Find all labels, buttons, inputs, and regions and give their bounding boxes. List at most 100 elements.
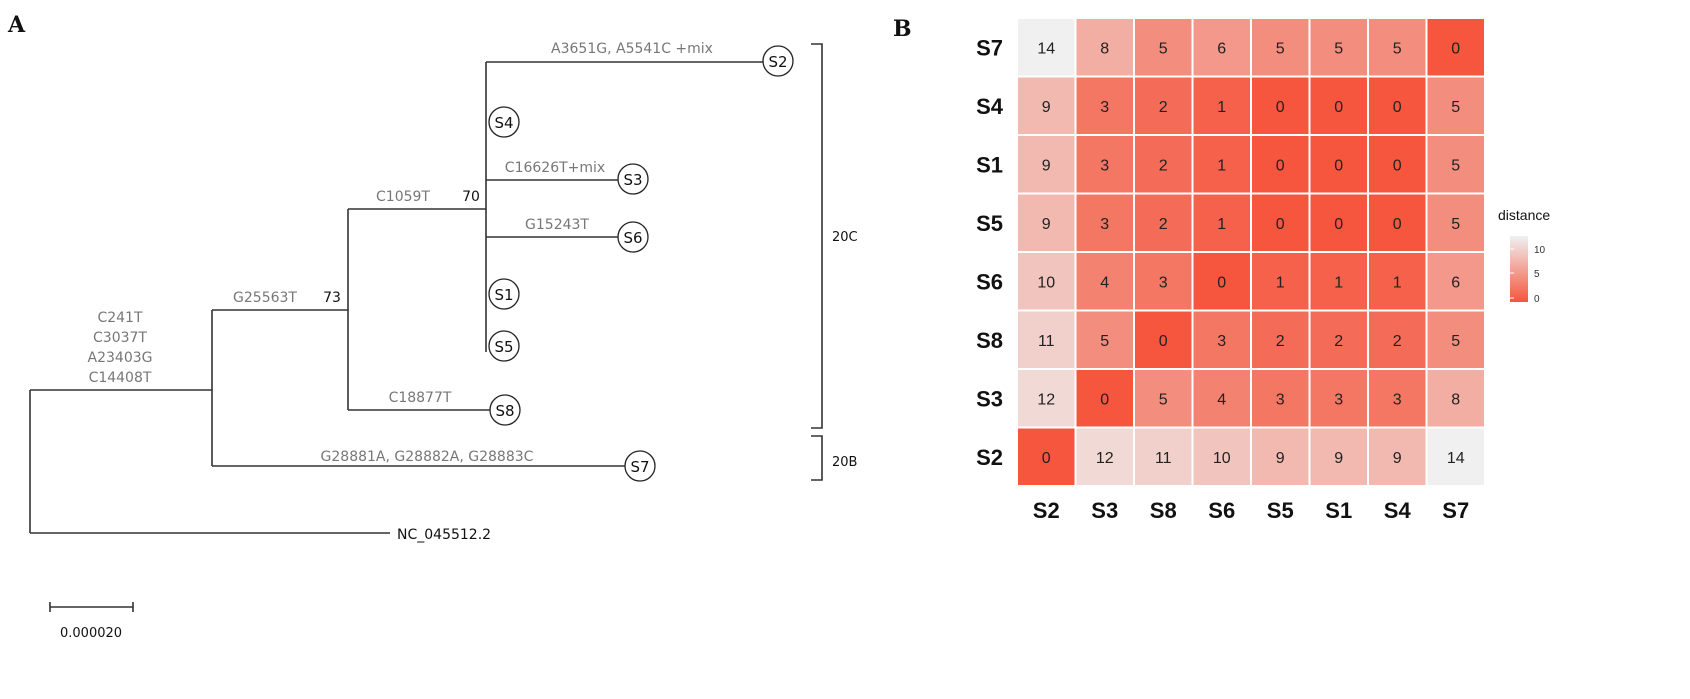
leaf-s7-circle: [624, 450, 656, 482]
tree-branches: [29, 61, 764, 534]
heatmap-col-label-s2: S2: [1033, 498, 1060, 523]
mutation-s6: G15243T: [525, 217, 589, 233]
clade-label-20c: 20C: [832, 230, 858, 245]
branch-outgroup: [29, 390, 390, 534]
mutation-root-3: A23403G: [88, 350, 153, 366]
heatmap-value-s6-s4: 1: [1393, 274, 1402, 291]
heatmap-col-label-s6: S6: [1208, 498, 1235, 523]
clade-bracket-20b: [811, 435, 823, 481]
heatmap-value-s8-s4: 2: [1393, 333, 1402, 350]
leaf-s5-label: S5: [494, 338, 513, 356]
heatmap-value-s1-s1: 0: [1334, 157, 1343, 174]
heatmap-cell-s8-s7: [1425, 309, 1486, 370]
heatmap-col-labels: S2 S3 S8 S6 S5 S1 S4 S7: [1033, 498, 1469, 523]
heatmap-value-s3-s3: 0: [1100, 391, 1109, 408]
clade-bracket-20c: [811, 43, 823, 429]
heatmap-value-s2-s6: 10: [1213, 450, 1231, 467]
leaf-s2-circle: [762, 45, 794, 77]
heatmap-value-s7-s8: 5: [1159, 40, 1168, 57]
heatmap-value-s1-s8: 2: [1159, 157, 1168, 174]
panel-label-a: A: [7, 12, 26, 38]
heatmap-cell-s4-s2: [1016, 75, 1077, 136]
leaf-s4-label: S4: [494, 114, 513, 132]
legend-ticks: 10 5 0: [1510, 245, 1546, 305]
leaf-s6-circle: [617, 221, 649, 253]
heatmap-value-s4-s3: 3: [1100, 99, 1109, 116]
heatmap-cell-s2-s8: [1133, 426, 1194, 487]
heatmap-col-label-s3: S3: [1091, 498, 1118, 523]
heatmap-value-s4-s2: 9: [1042, 99, 1051, 116]
heatmap-cell-s5-s1: [1308, 192, 1369, 253]
heatmap-value-s4-s7: 5: [1451, 99, 1460, 116]
heatmap-value-s3-s8: 5: [1159, 391, 1168, 408]
heatmap-value-s6-s1: 1: [1334, 274, 1343, 291]
heatmap-cell-s3-s7: [1425, 368, 1486, 429]
legend-title: distance: [1498, 207, 1550, 223]
legend-colorbar: [1510, 236, 1528, 302]
heatmap-value-s7-s2: 14: [1037, 40, 1055, 57]
heatmap-value-s4-s1: 0: [1334, 99, 1343, 116]
heatmap-value-s3-s7: 8: [1451, 391, 1460, 408]
heatmap-cell-s3-s2: [1016, 368, 1077, 429]
branch-s7: [211, 310, 625, 467]
heatmap-value-s1-s3: 3: [1100, 157, 1109, 174]
heatmap-cell-s6-s8: [1133, 251, 1194, 312]
heatmap-value-s6-s7: 6: [1451, 274, 1460, 291]
heatmap-value-s4-s4: 0: [1393, 99, 1402, 116]
heatmap-value-s4-s8: 2: [1159, 99, 1168, 116]
heatmap-cell-s7-s2: [1016, 17, 1077, 78]
heatmap-value-s3-s1: 3: [1334, 391, 1343, 408]
heatmap-cell-s7-s5: [1250, 17, 1311, 78]
heatmap-row-label-s5: S5: [976, 211, 1003, 236]
heatmap-cell-s4-s5: [1250, 75, 1311, 136]
heatmap-value-s2-s4: 9: [1393, 450, 1402, 467]
leaf-s1: S1: [488, 278, 520, 310]
heatmap-cell-s6-s6: [1191, 251, 1252, 312]
heatmap-value-s7-s6: 6: [1217, 40, 1226, 57]
heatmap-cell-s7-s1: [1308, 17, 1369, 78]
support-node-70: 70: [462, 189, 480, 205]
heatmap-cell-s4-s3: [1074, 75, 1135, 136]
heatmap-value-s8-s1: 2: [1334, 333, 1343, 350]
heatmap-value-s5-s8: 2: [1159, 216, 1168, 233]
heatmap-value-s3-s5: 3: [1276, 391, 1285, 408]
heatmap-cell-s7-s8: [1133, 17, 1194, 78]
leaf-s5: S5: [488, 330, 520, 362]
heatmap-value-s3-s4: 3: [1393, 391, 1402, 408]
mutation-g25563t: G25563T: [233, 290, 297, 306]
heatmap-value-s2-s1: 9: [1334, 450, 1343, 467]
heatmap-value-s6-s6: 0: [1217, 274, 1226, 291]
legend-tick-0: 0: [1534, 294, 1540, 305]
leaf-s4: S4: [488, 106, 520, 138]
leaf-s2-label: S2: [768, 53, 787, 71]
heatmap-cell-s8-s6: [1191, 309, 1252, 370]
heatmap-col-label-s1: S1: [1325, 498, 1352, 523]
heatmap-value-s5-s4: 0: [1393, 216, 1402, 233]
distance-heatmap: 14 8 5 6 5 5 5 09 3 2 1 0 0 0 59 3 2 1 0 0 0 59 3 2 1 0 0 0 510 4 3 0 1 1…: [1016, 17, 1486, 487]
leaf-s3-circle: [617, 163, 649, 195]
leaf-s3: S3: [617, 163, 649, 195]
leaf-s7: S7: [624, 450, 656, 482]
heatmap-cell-s1-s4: [1367, 134, 1428, 195]
heatmap-value-s8-s6: 3: [1217, 333, 1226, 350]
leaf-s4-circle: [488, 106, 520, 138]
heatmap-cell-s8-s5: [1250, 309, 1311, 370]
heatmap-cell-s2-s5: [1250, 426, 1311, 487]
mutation-root-4: C14408T: [89, 370, 152, 386]
heatmap-value-s7-s1: 5: [1334, 40, 1343, 57]
heatmap-value-s8-s8: 0: [1159, 333, 1168, 350]
heatmap-cell-s2-s2: [1016, 426, 1077, 487]
heatmap-value-s5-s7: 5: [1451, 216, 1460, 233]
heatmap-value-s6-s3: 4: [1100, 274, 1109, 291]
heatmap-value-s2-s3: 12: [1096, 450, 1114, 467]
legend-tick-5: 5: [1534, 269, 1540, 280]
heatmap-value-s6-s8: 3: [1159, 274, 1168, 291]
heatmap-value-s1-s6: 1: [1217, 157, 1226, 174]
mutation-s7: G28881A, G28882A, G28883C: [321, 449, 534, 465]
leaf-s7-label: S7: [630, 458, 649, 476]
heatmap-value-s1-s2: 9: [1042, 157, 1051, 174]
heatmap-cell-s8-s4: [1367, 309, 1428, 370]
leaf-s8-label: S8: [495, 402, 514, 420]
heatmap-value-s5-s2: 9: [1042, 216, 1051, 233]
